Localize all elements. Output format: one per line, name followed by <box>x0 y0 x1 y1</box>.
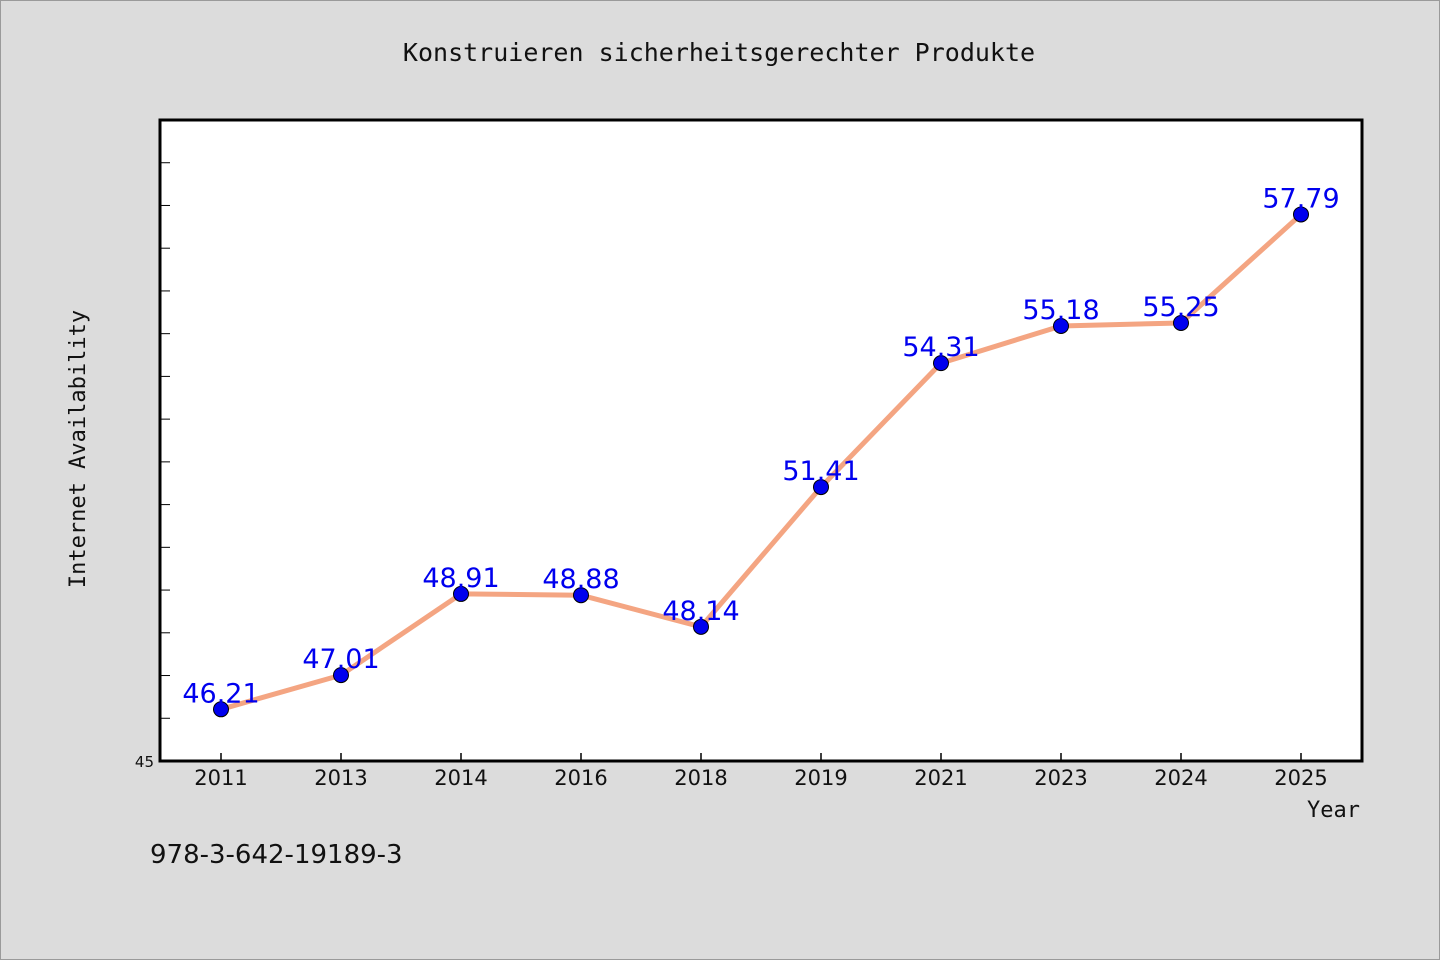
data-label: 46.21 <box>182 678 259 709</box>
chart-title: Konstruieren sicherheitsgerechter Produk… <box>403 38 1035 67</box>
data-point <box>693 618 709 635</box>
x-axis-label: Year <box>1307 798 1360 823</box>
data-point <box>933 355 949 372</box>
data-label: 48.88 <box>542 564 619 595</box>
data-point <box>1173 314 1189 331</box>
data-label: 57.79 <box>1262 183 1339 214</box>
x-tick-label: 2024 <box>1154 766 1207 790</box>
data-point <box>813 479 829 496</box>
x-tick-label: 2013 <box>314 766 367 790</box>
x-tick-label: 2016 <box>554 766 607 790</box>
data-point <box>1053 317 1069 334</box>
x-tick-label: 2023 <box>1034 766 1087 790</box>
data-label: 55.25 <box>1142 292 1219 323</box>
data-label: 55.18 <box>1022 295 1099 326</box>
x-tick-label: 2025 <box>1274 766 1327 790</box>
x-tick-label: 2019 <box>794 766 847 790</box>
data-label: 51.41 <box>782 456 859 487</box>
data-point <box>213 701 229 718</box>
x-tick-label: 2018 <box>674 766 727 790</box>
y-tick-label: 45 <box>135 753 154 771</box>
x-tick-label: 2021 <box>914 766 967 790</box>
x-tick-label: 2011 <box>194 766 247 790</box>
data-label: 48.91 <box>422 563 499 594</box>
data-label: 54.31 <box>902 332 979 363</box>
series-layer: 46.21 47.01 48.91 48.88 48.14 51.41 54.31 55.18… <box>182 183 1340 718</box>
x-tick-label: 2014 <box>434 766 487 790</box>
data-label: 48.14 <box>662 596 739 627</box>
data-point <box>573 587 589 604</box>
y-axis-label: Internet Availability <box>66 310 91 588</box>
data-label: 47.01 <box>302 644 379 675</box>
series-line <box>220 212 1303 712</box>
y-axis-ticks <box>160 162 170 719</box>
x-axis-ticks: 2011 2013 2014 2016 2018 2019 2021 2023 2024 2025 <box>194 753 1328 790</box>
footer-isbn: 978-3-642-19189-3 <box>150 840 403 870</box>
data-point <box>333 667 349 684</box>
plot-area <box>158 118 1364 763</box>
data-point <box>1293 206 1309 223</box>
data-point <box>453 585 469 602</box>
